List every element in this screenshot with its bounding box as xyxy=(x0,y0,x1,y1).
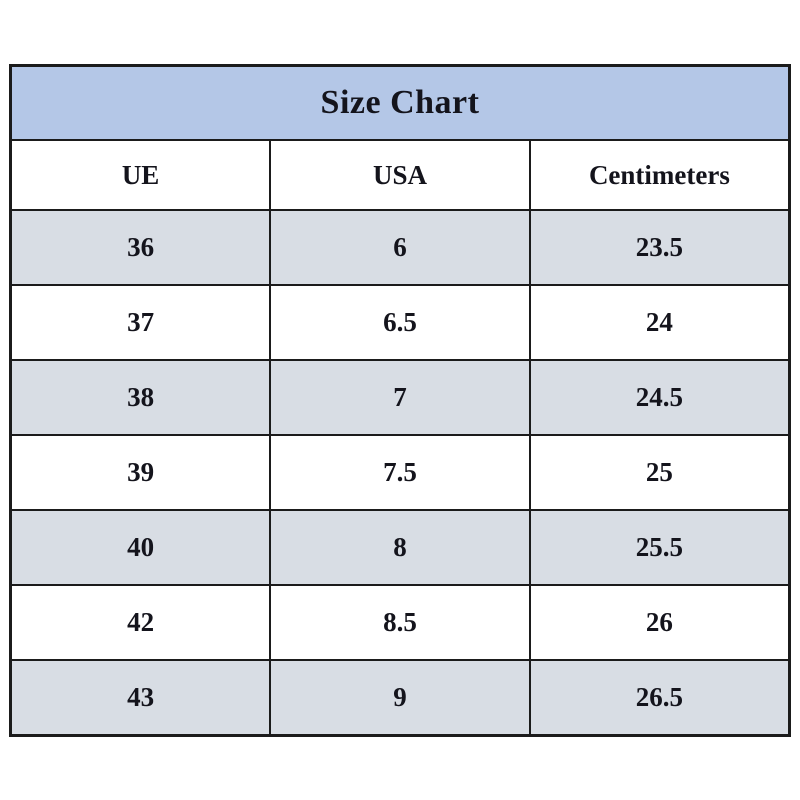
table-title: Size Chart xyxy=(9,64,791,141)
table-row: 40 8 25.5 xyxy=(9,509,791,586)
cell-usa: 9 xyxy=(269,659,531,737)
cell-cm: 24.5 xyxy=(528,359,791,436)
column-header-ue: UE xyxy=(9,139,272,211)
cell-usa: 8.5 xyxy=(269,584,531,661)
cell-ue: 36 xyxy=(9,209,272,286)
cell-usa: 8 xyxy=(269,509,531,586)
table-row: 39 7.5 25 xyxy=(9,434,791,511)
header-row: UE USA Centimeters xyxy=(9,139,791,211)
title-row: Size Chart xyxy=(9,64,791,141)
column-header-centimeters: Centimeters xyxy=(528,139,791,211)
table-row: 36 6 23.5 xyxy=(9,209,791,286)
cell-usa: 7 xyxy=(269,359,531,436)
cell-usa: 7.5 xyxy=(269,434,531,511)
cell-usa: 6.5 xyxy=(269,284,531,361)
cell-cm: 25 xyxy=(528,434,791,511)
cell-cm: 25.5 xyxy=(528,509,791,586)
cell-usa: 6 xyxy=(269,209,531,286)
cell-ue: 37 xyxy=(9,284,272,361)
cell-ue: 40 xyxy=(9,509,272,586)
cell-ue: 38 xyxy=(9,359,272,436)
cell-cm: 24 xyxy=(528,284,791,361)
cell-ue: 39 xyxy=(9,434,272,511)
table-row: 43 9 26.5 xyxy=(9,659,791,737)
cell-cm: 26 xyxy=(528,584,791,661)
cell-cm: 26.5 xyxy=(528,659,791,737)
table-row: 37 6.5 24 xyxy=(9,284,791,361)
cell-cm: 23.5 xyxy=(528,209,791,286)
table-row: 38 7 24.5 xyxy=(9,359,791,436)
table-row: 42 8.5 26 xyxy=(9,584,791,661)
column-header-usa: USA xyxy=(269,139,531,211)
cell-ue: 42 xyxy=(9,584,272,661)
cell-ue: 43 xyxy=(9,659,272,737)
size-chart-table: Size Chart UE USA Centimeters 36 6 23.5 … xyxy=(9,64,791,737)
